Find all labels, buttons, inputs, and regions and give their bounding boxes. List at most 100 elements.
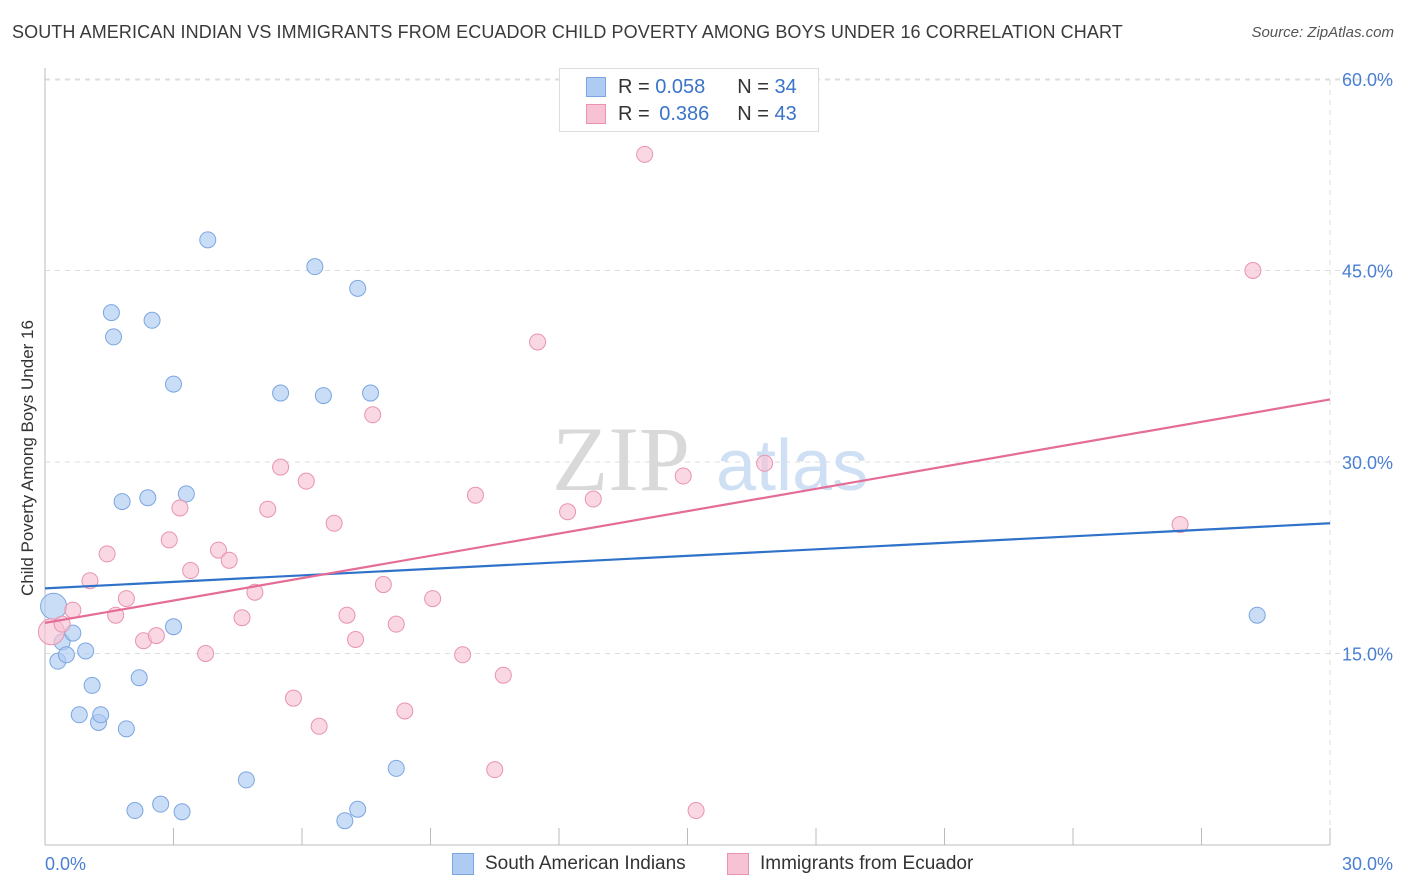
pink-point xyxy=(182,562,200,580)
pink-point xyxy=(559,503,577,521)
bottom-legend-blue: South American Indians xyxy=(452,852,686,876)
pink-point xyxy=(486,761,504,779)
blue-point xyxy=(130,669,148,687)
legend-n-value: 43 xyxy=(774,102,797,125)
y-tick-label: 15.0% xyxy=(1342,645,1393,665)
pink-point xyxy=(338,606,356,624)
y-axis-label: Child Poverty Among Boys Under 16 xyxy=(18,320,37,596)
blue-point xyxy=(306,258,324,276)
legend-n-label: N = xyxy=(737,102,769,125)
legend-n-value: 34 xyxy=(774,75,797,98)
blue-point xyxy=(199,231,217,249)
blue-point xyxy=(165,375,182,393)
y-tick-label: 45.0% xyxy=(1342,262,1393,282)
blue-point xyxy=(126,802,144,820)
pink-point xyxy=(466,486,484,504)
series-immigrants-from-ecuador xyxy=(37,145,1262,820)
blue-point xyxy=(1248,606,1266,624)
bottom-legend-pink: Immigrants from Ecuador xyxy=(727,852,973,876)
blue-trend-line xyxy=(44,522,1331,590)
pink-point xyxy=(529,333,547,351)
pink-point xyxy=(284,689,302,707)
blue-point xyxy=(387,759,405,777)
pink-point xyxy=(325,514,343,532)
legend-n-label: N = xyxy=(737,75,769,98)
blue-point xyxy=(173,803,191,821)
watermark-zip: ZIP xyxy=(552,408,690,510)
blue-point xyxy=(362,384,380,402)
pink-point xyxy=(454,646,472,664)
pink-point xyxy=(197,645,215,662)
gridlines xyxy=(45,78,1393,845)
legend-swatch-blue xyxy=(586,77,606,97)
legend-r-label: R = xyxy=(618,102,650,125)
blue-point xyxy=(237,771,255,789)
legend-swatch-pink xyxy=(586,104,606,124)
series-south-american-indians xyxy=(40,231,1266,830)
pink-point xyxy=(209,541,227,559)
legend-r-value: 0.386 xyxy=(659,102,710,125)
pink-point xyxy=(297,472,315,490)
blue-point xyxy=(336,812,354,830)
bottom-legend-label: South American Indians xyxy=(485,853,686,874)
pink-point xyxy=(272,458,290,476)
pink-point xyxy=(310,717,328,735)
blue-point xyxy=(139,489,157,507)
blue-point xyxy=(117,720,135,738)
blue-point xyxy=(77,642,95,660)
x-tick-label: 30.0% xyxy=(1342,854,1393,874)
pink-point xyxy=(1171,516,1189,534)
pink-point xyxy=(171,499,189,517)
pink-point xyxy=(220,551,238,569)
pink-point xyxy=(396,702,414,720)
pink-point xyxy=(364,406,382,424)
pink-point xyxy=(246,583,264,601)
blue-point xyxy=(105,328,123,346)
blue-point xyxy=(102,304,120,322)
legend-r-value: 0.058 xyxy=(655,75,706,98)
pink-point xyxy=(117,590,135,608)
pink-point xyxy=(64,601,82,619)
pink-point xyxy=(494,666,512,684)
correlation-legend: R = 0.058 N = 34 R = 0.386 N = 43 xyxy=(559,68,819,132)
pink-point xyxy=(424,590,442,608)
blue-point xyxy=(113,493,131,511)
tick-labels: 15.0% 30.0% 45.0% 60.0% 0.0% 30.0% xyxy=(45,70,1393,874)
blue-point xyxy=(349,800,367,818)
pink-point xyxy=(160,531,178,549)
pink-point xyxy=(259,500,277,518)
blue-point xyxy=(177,485,195,503)
legend-r-label: R = xyxy=(618,75,650,98)
pink-point xyxy=(1244,262,1262,279)
pink-point xyxy=(98,545,116,563)
blue-point xyxy=(272,384,290,402)
pink-point xyxy=(374,576,392,594)
blue-point xyxy=(40,592,68,620)
bottom-swatch-blue xyxy=(452,853,474,875)
blue-point xyxy=(57,646,75,664)
blue-point xyxy=(152,795,170,813)
pink-trend-line xyxy=(44,398,1331,624)
legend-row-blue: R = 0.058 N = 34 xyxy=(586,75,797,99)
y-tick-label: 60.0% xyxy=(1342,70,1393,90)
legend-row-pink: R = 0.386 N = 43 xyxy=(586,102,797,126)
pink-point xyxy=(584,490,602,508)
bottom-legend-label: Immigrants from Ecuador xyxy=(760,853,974,874)
y-tick-label: 30.0% xyxy=(1342,453,1393,473)
pink-point xyxy=(674,467,692,485)
pink-point xyxy=(387,615,405,633)
chart-title: SOUTH AMERICAN INDIAN VS IMMIGRANTS FROM… xyxy=(12,22,1123,42)
pink-point xyxy=(636,145,654,163)
pink-point xyxy=(756,454,774,472)
pink-point xyxy=(147,627,165,645)
pink-point xyxy=(347,630,365,648)
blue-point xyxy=(143,311,161,329)
source-credit: Source: ZipAtlas.com xyxy=(1251,24,1394,41)
trend-lines xyxy=(44,398,1331,624)
blue-point xyxy=(92,706,110,724)
watermark: ZIP atlas xyxy=(552,408,868,510)
bottom-swatch-pink xyxy=(727,853,749,875)
pink-point xyxy=(81,572,99,590)
blue-point xyxy=(165,618,182,636)
